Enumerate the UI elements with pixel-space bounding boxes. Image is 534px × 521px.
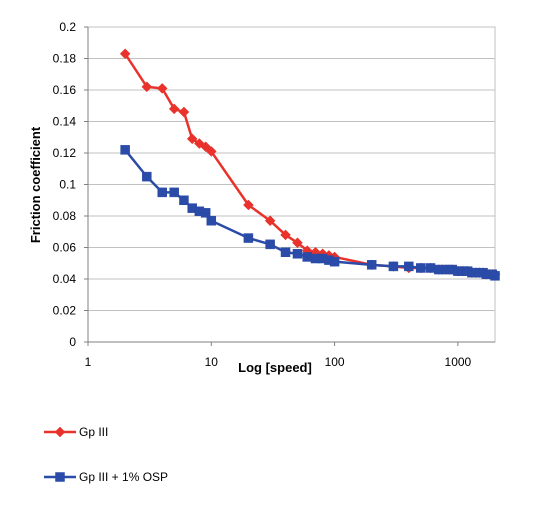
data-point — [206, 215, 217, 226]
y-tick-label: 0.12 — [53, 146, 77, 160]
axis-titles: Log [speed] Friction coefficient — [28, 126, 312, 375]
data-point — [142, 171, 152, 182]
y-tick-label: 0.06 — [53, 241, 77, 255]
series-gp-iii-osp — [120, 145, 500, 281]
data-point — [490, 271, 500, 281]
legend-label: Gp III + 1% OSP — [79, 470, 168, 484]
data-point — [425, 263, 436, 273]
data-point — [178, 106, 190, 118]
data-point — [168, 103, 180, 115]
data-point — [200, 141, 212, 153]
legend: Gp III Gp III + 1% OSP — [44, 425, 168, 484]
data-point — [302, 252, 312, 262]
data-point — [329, 256, 340, 267]
data-point — [280, 247, 291, 257]
x-tick-label: 1 — [85, 355, 92, 369]
data-point — [243, 233, 254, 243]
legend-item: Gp III + 1% OSP — [44, 470, 168, 484]
tick-labels: 0 0.02 0.04 0.06 0.08 0.1 0.12 0.14 0.16 0.18 0.2 1… — [53, 20, 472, 369]
y-tick-label: 0.04 — [53, 272, 77, 286]
data-point — [366, 260, 377, 270]
data-point — [388, 261, 399, 272]
data-point — [280, 229, 291, 241]
data-point — [169, 187, 179, 198]
data-point — [120, 145, 130, 155]
x-axis-title: Log [speed] — [238, 360, 312, 375]
data-point — [205, 146, 217, 157]
data-point — [119, 48, 131, 60]
series-gp-iii — [119, 48, 501, 280]
legend-marker — [54, 426, 66, 438]
data-point — [200, 208, 211, 218]
series — [119, 48, 501, 281]
y-tick-label: 0.14 — [53, 115, 77, 129]
y-tick-label: 0.16 — [53, 83, 77, 97]
x-tick-label: 10 — [205, 355, 219, 369]
y-tick-label: 0.02 — [53, 304, 77, 318]
x-tick-label: 1000 — [445, 355, 472, 369]
y-tick-label: 0 — [69, 335, 76, 349]
data-point — [157, 187, 167, 198]
data-point — [141, 81, 153, 93]
legend-label: Gp III — [79, 425, 108, 439]
data-point — [292, 237, 303, 249]
data-point — [265, 239, 275, 250]
data-point — [179, 195, 189, 205]
legend-item: Gp III — [44, 425, 108, 439]
data-point — [243, 199, 254, 211]
legend-marker — [55, 472, 65, 482]
y-tick-label: 0.18 — [53, 52, 77, 66]
data-point — [264, 215, 276, 227]
y-axis-title: Friction coefficient — [28, 126, 43, 243]
data-point — [186, 133, 198, 145]
x-tick-label: 100 — [325, 355, 345, 369]
data-point — [292, 249, 303, 259]
y-tick-label: 0.2 — [59, 20, 76, 34]
y-tick-label: 0.08 — [53, 209, 77, 223]
data-point — [404, 261, 414, 272]
series-line — [124, 53, 495, 276]
data-point — [416, 263, 426, 273]
y-tick-label: 0.1 — [59, 178, 76, 192]
data-point — [156, 83, 168, 94]
